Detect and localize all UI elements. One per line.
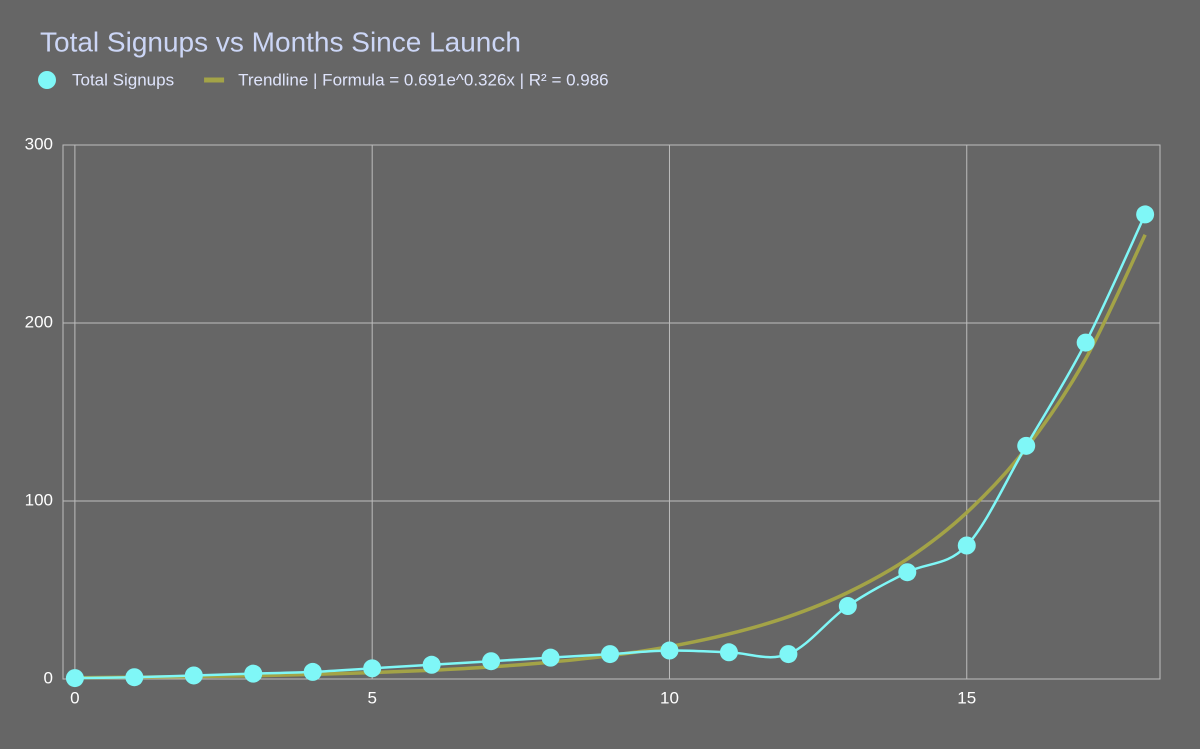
- x-tick-label: 10: [660, 688, 679, 707]
- data-point: [65, 669, 84, 688]
- data-point: [779, 645, 798, 664]
- y-tick-label: 0: [44, 668, 53, 687]
- data-point: [898, 563, 917, 582]
- y-tick-label: 200: [25, 312, 53, 331]
- data-point: [541, 648, 560, 667]
- data-point: [838, 597, 857, 616]
- data-point: [363, 659, 382, 678]
- plot-border: [62, 144, 1161, 680]
- data-point: [244, 664, 263, 683]
- chart-title: Total Signups vs Months Since Launch: [40, 26, 521, 57]
- data-point: [660, 641, 679, 660]
- data-point: [422, 655, 441, 674]
- legend-label: Trendline | Formula = 0.691e^0.326x | R²…: [238, 70, 609, 89]
- data-point: [184, 666, 203, 685]
- y-tick-label: 100: [25, 490, 53, 509]
- data-point: [1136, 205, 1155, 224]
- x-tick-label: 15: [957, 688, 976, 707]
- data-point: [1076, 333, 1095, 352]
- data-point: [125, 668, 144, 687]
- data-point: [482, 652, 501, 671]
- data-point: [1017, 436, 1036, 455]
- data-point: [303, 662, 322, 681]
- data-point: [719, 643, 738, 662]
- y-tick-label: 300: [25, 134, 53, 153]
- legend-marker: [38, 71, 56, 89]
- data-point: [957, 536, 976, 555]
- data-point: [601, 645, 620, 664]
- x-tick-label: 0: [70, 688, 79, 707]
- legend-label: Total Signups: [72, 70, 174, 89]
- x-tick-label: 5: [367, 688, 376, 707]
